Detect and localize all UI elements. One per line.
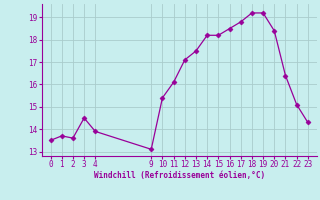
X-axis label: Windchill (Refroidissement éolien,°C): Windchill (Refroidissement éolien,°C) [94, 171, 265, 180]
